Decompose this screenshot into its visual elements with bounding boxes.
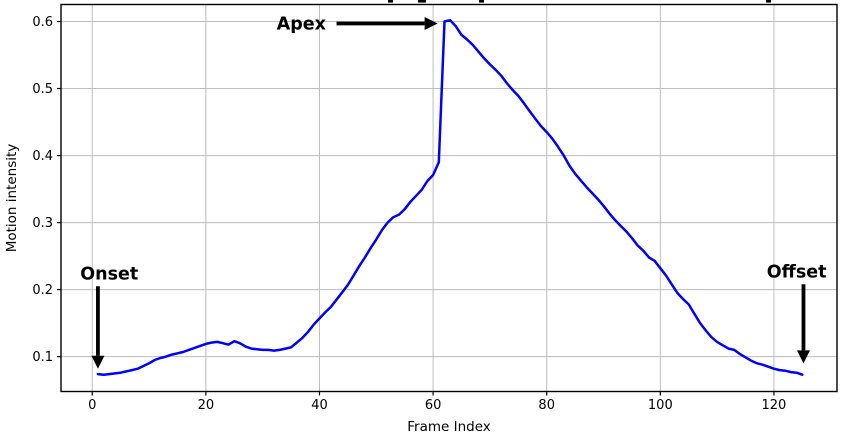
clipped-title-fragment <box>388 0 771 3</box>
y-axis-label: Motion intensity <box>4 144 20 253</box>
y-tick-label: 0.1 <box>32 350 53 365</box>
annotation-label-apex: Apex <box>277 15 327 35</box>
x-tick-label: 60 <box>425 398 442 413</box>
y-ticks: 0.1 0.2 0.3 0.4 0.5 0.6 <box>32 15 61 365</box>
annotation-arrow-head <box>796 350 810 364</box>
x-tick-label: 80 <box>538 398 555 413</box>
x-tick-label: 20 <box>198 398 215 413</box>
annotations: Onset Apex Offset <box>80 15 827 369</box>
y-tick-label: 0.3 <box>32 216 53 231</box>
y-tick-label: 0.5 <box>32 82 53 97</box>
x-grid <box>91 4 775 392</box>
plot-area <box>61 4 837 392</box>
annotation-arrow-head <box>424 17 438 31</box>
annotation-arrow-head <box>91 355 105 369</box>
y-tick-label: 0.4 <box>32 149 53 164</box>
x-tick-label: 100 <box>648 398 673 413</box>
curve <box>96 18 804 376</box>
x-tick-label: 40 <box>311 398 328 413</box>
x-tick-label: 120 <box>762 398 787 413</box>
plot-border <box>60 3 838 393</box>
x-axis-label: Frame Index <box>407 419 491 435</box>
annotation-label-offset: Offset <box>767 263 827 283</box>
x-tick-label: 0 <box>88 398 96 413</box>
y-tick-label: 0.2 <box>32 283 53 298</box>
y-tick-label: 0.6 <box>32 15 53 30</box>
motion-intensity-line <box>96 18 804 376</box>
annotation-label-onset: Onset <box>80 265 138 285</box>
x-ticks: 0 20 40 60 80 100 120 <box>88 391 787 413</box>
